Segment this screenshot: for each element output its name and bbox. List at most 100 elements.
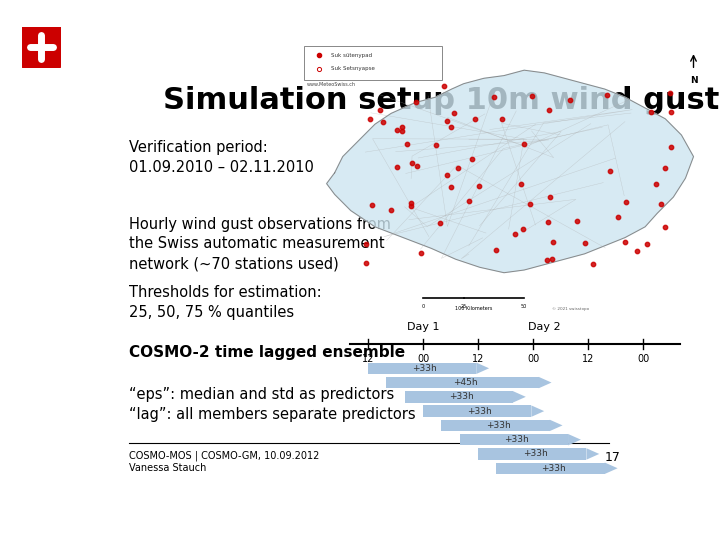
FancyArrow shape xyxy=(476,362,489,374)
Point xyxy=(543,217,554,226)
Text: Day 2: Day 2 xyxy=(528,322,560,333)
FancyBboxPatch shape xyxy=(368,362,476,374)
Point xyxy=(601,91,613,99)
Text: 12: 12 xyxy=(361,354,374,364)
Point xyxy=(564,96,575,104)
Point xyxy=(665,89,676,97)
FancyBboxPatch shape xyxy=(459,434,568,446)
FancyArrow shape xyxy=(513,391,526,402)
Text: +33h: +33h xyxy=(467,407,492,416)
Text: +33h: +33h xyxy=(504,435,529,444)
Text: Suk sütenypad: Suk sütenypad xyxy=(330,53,372,58)
Text: 50: 50 xyxy=(521,303,527,309)
Point xyxy=(605,167,616,176)
FancyArrow shape xyxy=(568,434,581,446)
FancyBboxPatch shape xyxy=(386,377,539,388)
Point xyxy=(619,238,631,246)
Point xyxy=(392,162,403,171)
Text: 100 Kilometers: 100 Kilometers xyxy=(455,306,492,311)
Point xyxy=(397,127,408,136)
Text: COSMO-MOS | COSMO-GM, 10.09.2012: COSMO-MOS | COSMO-GM, 10.09.2012 xyxy=(129,451,320,461)
Point xyxy=(490,246,502,254)
Text: www.MeteoSwiss.ch: www.MeteoSwiss.ch xyxy=(307,82,356,87)
Point xyxy=(435,218,446,227)
Point xyxy=(665,107,677,116)
Text: 00: 00 xyxy=(637,354,649,364)
Point xyxy=(515,179,526,188)
Point xyxy=(405,201,417,210)
Point xyxy=(646,107,657,116)
Text: Vanessa Stauch: Vanessa Stauch xyxy=(129,463,207,473)
FancyArrow shape xyxy=(549,420,562,431)
Point xyxy=(402,140,413,149)
Point xyxy=(446,183,457,191)
Point xyxy=(656,200,667,209)
Point xyxy=(312,65,324,73)
Text: Day 1: Day 1 xyxy=(407,322,439,333)
Point xyxy=(397,123,408,131)
Point xyxy=(312,51,324,60)
Point xyxy=(620,198,631,206)
Text: 00: 00 xyxy=(527,354,539,364)
Text: 01.09.2010 – 02.11.2010: 01.09.2010 – 02.11.2010 xyxy=(129,160,314,176)
Text: Hourly wind gust observations from
the Swiss automatic measurement
network (~70 : Hourly wind gust observations from the S… xyxy=(129,217,391,271)
Point xyxy=(541,255,552,264)
Text: 00: 00 xyxy=(417,354,429,364)
Point xyxy=(474,181,485,190)
Text: +33h: +33h xyxy=(486,421,510,430)
Point xyxy=(391,125,402,134)
Point xyxy=(496,114,508,123)
Point xyxy=(517,225,528,234)
Point xyxy=(579,238,590,247)
Text: Thresholds for estimation:
25, 50, 75 % quantiles: Thresholds for estimation: 25, 50, 75 % … xyxy=(129,285,322,320)
Text: +45h: +45h xyxy=(453,378,477,387)
Point xyxy=(488,92,500,101)
Point xyxy=(518,140,530,149)
FancyBboxPatch shape xyxy=(441,420,549,431)
Point xyxy=(526,92,537,100)
Point xyxy=(448,109,459,117)
Point xyxy=(612,213,624,222)
FancyBboxPatch shape xyxy=(405,391,513,402)
Point xyxy=(547,238,559,246)
Text: 17: 17 xyxy=(604,451,620,464)
Point xyxy=(469,114,480,123)
Point xyxy=(364,114,376,123)
Point xyxy=(641,239,652,248)
FancyBboxPatch shape xyxy=(22,27,61,68)
Point xyxy=(571,217,582,226)
Text: 0: 0 xyxy=(422,303,425,309)
Text: N: N xyxy=(690,76,697,85)
Text: 25: 25 xyxy=(461,303,467,309)
Point xyxy=(431,140,442,149)
Text: Suk Setsnyapse: Suk Setsnyapse xyxy=(330,66,374,71)
Point xyxy=(463,197,474,205)
FancyArrow shape xyxy=(539,377,552,388)
Point xyxy=(415,248,427,257)
FancyBboxPatch shape xyxy=(423,406,531,417)
FancyBboxPatch shape xyxy=(497,463,605,474)
Text: +33h: +33h xyxy=(413,364,437,373)
Point xyxy=(406,158,418,167)
Text: Verification period:: Verification period: xyxy=(129,140,268,154)
FancyArrow shape xyxy=(531,406,544,417)
Point xyxy=(524,199,536,208)
Point xyxy=(361,240,372,248)
Point xyxy=(587,259,598,268)
Point xyxy=(441,171,453,180)
Point xyxy=(546,254,557,263)
FancyBboxPatch shape xyxy=(478,448,586,460)
FancyArrow shape xyxy=(605,463,618,474)
Point xyxy=(438,82,449,91)
Point xyxy=(544,193,555,201)
Text: 12: 12 xyxy=(582,354,595,364)
Point xyxy=(543,106,554,115)
Point xyxy=(466,154,477,163)
Point xyxy=(659,164,670,173)
Point xyxy=(385,206,397,214)
Text: Simulation setup 10m wind gusts: Simulation setup 10m wind gusts xyxy=(163,85,720,114)
Text: +33h: +33h xyxy=(523,449,547,458)
Point xyxy=(374,106,386,114)
Point xyxy=(411,161,423,170)
Text: 12: 12 xyxy=(472,354,485,364)
